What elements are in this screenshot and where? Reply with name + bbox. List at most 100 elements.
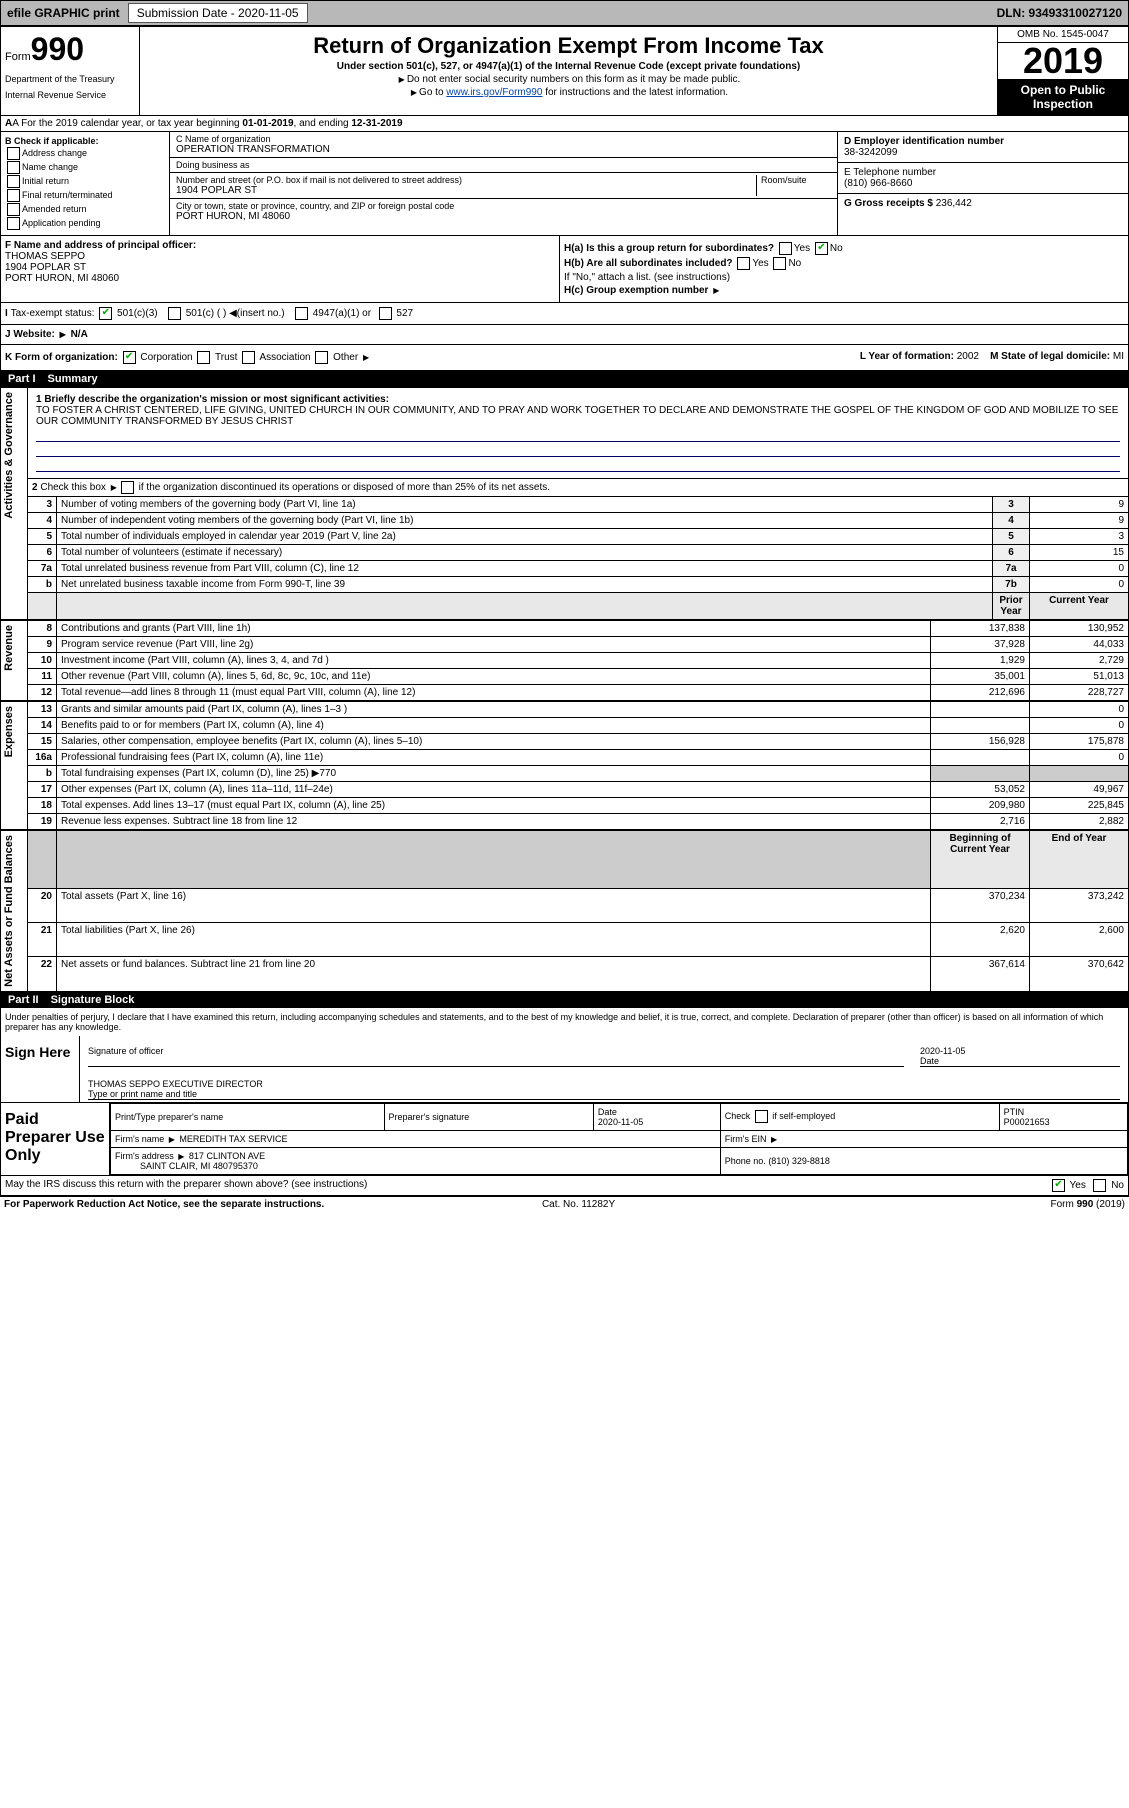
- form-word: Form: [5, 51, 31, 63]
- form-title: Return of Organization Exempt From Incom…: [144, 33, 993, 59]
- page-footer: For Paperwork Reduction Act Notice, see …: [0, 1196, 1129, 1212]
- ha: H(a) Is this a group return for subordin…: [564, 243, 774, 254]
- col-f-officer: F Name and address of principal officer:…: [1, 236, 560, 302]
- row-k-org-form: K Form of organization: Corporation Trus…: [0, 345, 1129, 371]
- revenue-table: Revenue 8Contributions and grants (Part …: [0, 620, 1129, 701]
- part2-header: Part IISignature Block: [0, 992, 1129, 1008]
- cb-527[interactable]: [379, 307, 392, 320]
- ha-yes[interactable]: [779, 242, 792, 255]
- tax-year: 2019: [998, 43, 1128, 79]
- tax-lbl: Tax-exempt status:: [11, 308, 95, 319]
- side-activities: Activities & Governance: [1, 388, 17, 523]
- cb-final[interactable]: [7, 189, 20, 202]
- c-city-lbl: City or town, state or province, country…: [176, 201, 831, 211]
- hb-no[interactable]: [773, 257, 786, 270]
- e-phone-lbl: E Telephone number: [844, 167, 936, 178]
- form-subtitle: Under section 501(c), 527, or 4947(a)(1)…: [144, 61, 993, 72]
- mission-block: 1 Briefly describe the organization's mi…: [32, 390, 1124, 476]
- cb-4947[interactable]: [295, 307, 308, 320]
- row-j-website: J Website: N/A: [0, 325, 1129, 345]
- l3-val: 9: [1030, 497, 1129, 513]
- col-h-group: H(a) Is this a group return for subordin…: [560, 236, 1128, 302]
- org-city: PORT HURON, MI 48060: [176, 211, 831, 222]
- signature-block: Under penalties of perjury, I declare th…: [0, 1008, 1129, 1103]
- m-lbl: M State of legal domicile:: [990, 351, 1110, 362]
- q2: 2 Check this box 2 Check this box if the…: [28, 479, 1129, 497]
- section-bcde: B Check if applicable: Address change Na…: [0, 132, 1129, 236]
- cb-pending[interactable]: [7, 217, 20, 230]
- dept-treasury: Department of the Treasury: [5, 74, 135, 84]
- net-assets-table: Net Assets or Fund Balances Beginning of…: [0, 830, 1129, 992]
- form-ref: Form 990 (2019): [1050, 1199, 1124, 1210]
- arrow-icon: [361, 352, 371, 363]
- org-name: OPERATION TRANSFORMATION: [176, 144, 831, 155]
- side-net: Net Assets or Fund Balances: [1, 831, 17, 991]
- cb-self-employed[interactable]: [755, 1110, 768, 1123]
- row-i-tax-status: I Tax-exempt status: 501(c)(3) 501(c) ( …: [0, 303, 1129, 325]
- org-addr: 1904 POPLAR ST: [176, 185, 756, 196]
- cb-initial[interactable]: [7, 175, 20, 188]
- discuss-no[interactable]: [1093, 1179, 1106, 1192]
- officer-name: THOMAS SEPPO: [5, 251, 85, 262]
- rowA-pre: A For the 2019 calendar year, or tax yea…: [12, 118, 242, 129]
- self-employed: Check if self-employed: [720, 1103, 999, 1130]
- c-addr-lbl: Number and street (or P.O. box if mail i…: [176, 175, 756, 185]
- cb-corp[interactable]: [123, 351, 136, 364]
- section-fh: F Name and address of principal officer:…: [0, 236, 1129, 303]
- discuss-q: May the IRS discuss this return with the…: [5, 1179, 367, 1192]
- cb-501c[interactable]: [168, 307, 181, 320]
- form-header: Form990 Department of the Treasury Inter…: [0, 26, 1129, 116]
- colB-hdr: B Check if applicable:: [5, 136, 99, 146]
- note-ssn: Do not enter social security numbers on …: [407, 74, 740, 85]
- sign-here-label: Sign Here: [1, 1036, 80, 1102]
- side-revenue: Revenue: [1, 621, 17, 675]
- cb-501c3[interactable]: [99, 307, 112, 320]
- officer-name-title: THOMAS SEPPO EXECUTIVE DIRECTOR: [88, 1079, 263, 1089]
- arrow-icon: [397, 74, 407, 85]
- d-ein-lbl: D Employer identification number: [844, 136, 1004, 147]
- efile-label[interactable]: efile GRAPHIC print: [1, 4, 126, 22]
- expenses-table: Expenses 13Grants and similar amounts pa…: [0, 701, 1129, 830]
- officer-city: PORT HURON, MI 48060: [5, 273, 119, 284]
- cb-assoc[interactable]: [242, 351, 255, 364]
- irs-link[interactable]: www.irs.gov/Form990: [446, 87, 542, 98]
- rowA-begin: 01-01-2019: [242, 118, 293, 129]
- hc: H(c) Group exemption number: [564, 285, 708, 296]
- type-name-lbl: Type or print name and title: [88, 1089, 197, 1099]
- website: N/A: [71, 329, 88, 340]
- f-lbl: F Name and address of principal officer:: [5, 240, 196, 251]
- form-990-page: efile GRAPHIC print Submission Date - 20…: [0, 0, 1129, 1212]
- room-suite: Room/suite: [756, 175, 831, 196]
- part1-header: Part ISummary: [0, 371, 1129, 387]
- j-lbl: J Website:: [5, 329, 55, 340]
- current-year-hdr: Current Year: [1030, 593, 1129, 620]
- col-b-checkboxes: B Check if applicable: Address change Na…: [1, 132, 170, 235]
- inspection: Inspection: [1033, 97, 1093, 111]
- rowA-end: 12-31-2019: [351, 118, 402, 129]
- arrow-icon: [711, 285, 721, 296]
- l3-desc: Number of voting members of the governin…: [57, 497, 993, 513]
- note-goto-pre: Go to: [419, 87, 446, 98]
- header-mid: Return of Organization Exempt From Incom…: [140, 27, 997, 115]
- note-goto-post: for instructions and the latest informat…: [542, 87, 728, 98]
- discuss-yes[interactable]: [1052, 1179, 1065, 1192]
- sig-officer: Signature of officer: [88, 1038, 904, 1067]
- cb-other[interactable]: [315, 351, 328, 364]
- cb-discontinued[interactable]: [121, 481, 134, 494]
- cb-address[interactable]: [7, 147, 20, 160]
- rowA-mid: , and ending: [294, 118, 352, 129]
- k-lbl: K Form of organization:: [5, 352, 118, 363]
- hb: H(b) Are all subordinates included?: [564, 258, 733, 269]
- ha-no[interactable]: [815, 242, 828, 255]
- part1-table: Activities & Governance 1 Briefly descri…: [0, 387, 1129, 620]
- cb-namechange[interactable]: [7, 161, 20, 174]
- perjury-declaration: Under penalties of perjury, I declare th…: [1, 1008, 1128, 1036]
- cb-amended[interactable]: [7, 203, 20, 216]
- phone: (810) 966-8660: [844, 178, 1122, 189]
- row-a-tax-year: AA For the 2019 calendar year, or tax ye…: [0, 116, 1129, 132]
- cb-trust[interactable]: [197, 351, 210, 364]
- sig-date-val: 2020-11-05: [920, 1046, 965, 1056]
- q1: 1 Briefly describe the organization's mi…: [36, 394, 389, 405]
- l-lbl: L Year of formation:: [860, 351, 954, 362]
- hb-yes[interactable]: [737, 257, 750, 270]
